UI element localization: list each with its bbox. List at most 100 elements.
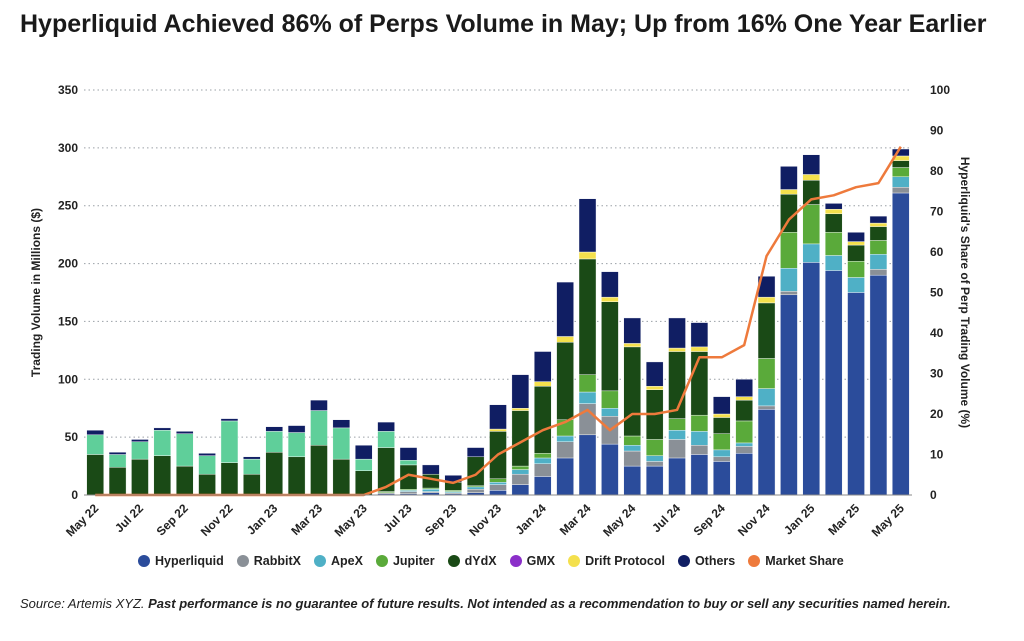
x-tick-label: May 22 — [63, 501, 101, 539]
bar-segment — [578, 198, 597, 253]
legend-swatch — [138, 555, 150, 567]
legend-swatch — [568, 555, 581, 567]
bar-segment — [601, 301, 619, 392]
legend-swatch — [447, 555, 460, 567]
bar-segment — [466, 486, 485, 490]
bar-segment — [869, 226, 888, 241]
bar-segment — [489, 482, 507, 485]
bar-segment — [623, 450, 641, 467]
bar-segment — [601, 271, 619, 298]
bar-segment — [802, 174, 821, 181]
bar-segment — [735, 396, 753, 401]
x-tick-label: Jan 24 — [513, 501, 550, 538]
bar-segment — [332, 419, 351, 429]
bar-segment — [645, 461, 664, 467]
y-tick-label: 250 — [58, 199, 78, 213]
bar-segment — [780, 166, 798, 190]
bar-segment — [892, 167, 910, 177]
bar-segment — [824, 208, 843, 215]
bar-segment — [824, 255, 843, 271]
legend-label: Jupiter — [392, 554, 435, 568]
disclaimer: Past performance is no guarantee of futu… — [148, 596, 951, 611]
x-tick-label: Sep 23 — [422, 501, 459, 538]
bar-segment — [220, 418, 239, 422]
bar-segment — [690, 414, 709, 432]
bar-segment — [556, 336, 574, 343]
legend-swatch — [509, 555, 522, 567]
y2-tick-label: 50 — [930, 286, 944, 300]
bar-segment — [332, 458, 351, 496]
x-tick-label: Jul 24 — [649, 501, 683, 535]
bar-segment — [668, 418, 686, 431]
bar-segment — [601, 390, 619, 409]
bar-segment — [757, 388, 776, 407]
y-tick-label: 350 — [58, 83, 78, 97]
bar-segment — [802, 154, 821, 175]
bar-segment — [623, 343, 641, 348]
bar-segment — [802, 204, 821, 245]
y2-tick-label: 40 — [930, 326, 944, 340]
bar-segment — [735, 442, 753, 447]
legend-item: Market Share — [748, 554, 844, 568]
bar-segment — [534, 463, 552, 477]
y2-tick-label: 0 — [930, 488, 937, 502]
bar-segment — [869, 254, 888, 270]
bar-segment — [847, 232, 865, 242]
bar-segment — [824, 213, 843, 233]
bar-segment — [220, 462, 239, 496]
bar-segment — [892, 160, 910, 168]
bar-segment — [86, 454, 104, 496]
bar-segment — [153, 430, 172, 456]
bar-segment — [86, 430, 104, 436]
bar-segment — [153, 455, 172, 496]
bar-segment — [757, 302, 776, 359]
bar-segment — [869, 215, 888, 224]
y-tick-label: 50 — [65, 430, 79, 444]
bar-segment — [780, 189, 798, 195]
bar-segment — [690, 322, 709, 348]
bar-segment — [735, 420, 753, 444]
bar-segment — [534, 351, 552, 382]
bar-segment — [757, 405, 776, 410]
bar-segment — [892, 192, 910, 496]
bar-segment — [601, 296, 619, 302]
legend-label: RabbitX — [253, 554, 301, 568]
bar-segment — [780, 232, 798, 269]
bar-segment — [623, 317, 641, 344]
bar-segment — [578, 258, 597, 375]
y2-axis-title: Hyperliquid's Share of Perp Trading Volu… — [958, 157, 972, 428]
bar-segment — [623, 435, 641, 446]
bar-segment — [780, 291, 798, 296]
bar-segment — [534, 381, 552, 387]
bar-segment — [198, 455, 216, 475]
bar-segment — [713, 456, 731, 462]
y2-tick-label: 30 — [930, 367, 944, 381]
bar-segment — [690, 445, 709, 455]
bar-segment — [757, 409, 776, 496]
bar-segment — [735, 399, 753, 422]
bar-segment — [489, 404, 507, 430]
bar-segment — [668, 457, 686, 496]
bar-segment — [131, 441, 149, 460]
bar-segment — [824, 232, 843, 256]
bar-segment — [623, 465, 641, 496]
legend-label: Market Share — [765, 554, 844, 568]
bar-segment — [466, 456, 485, 486]
bar-segment — [668, 317, 686, 349]
bar-segment — [713, 417, 731, 434]
y2-tick-label: 60 — [930, 245, 944, 259]
bar-segment — [556, 457, 574, 496]
bar-segment — [735, 453, 753, 496]
bar-segment — [511, 408, 530, 411]
bar-segment — [377, 431, 395, 448]
x-tick-label: Sep 22 — [154, 501, 191, 538]
bar-segment — [757, 296, 776, 304]
bar-segment — [355, 470, 373, 496]
bar-segment — [713, 396, 731, 415]
bar-segment — [824, 203, 843, 210]
legend-label: Hyperliquid — [155, 554, 224, 568]
bar-segment — [847, 241, 865, 246]
bar-segment — [108, 454, 127, 468]
bar-segment — [198, 453, 216, 456]
bar-segment — [847, 292, 865, 496]
